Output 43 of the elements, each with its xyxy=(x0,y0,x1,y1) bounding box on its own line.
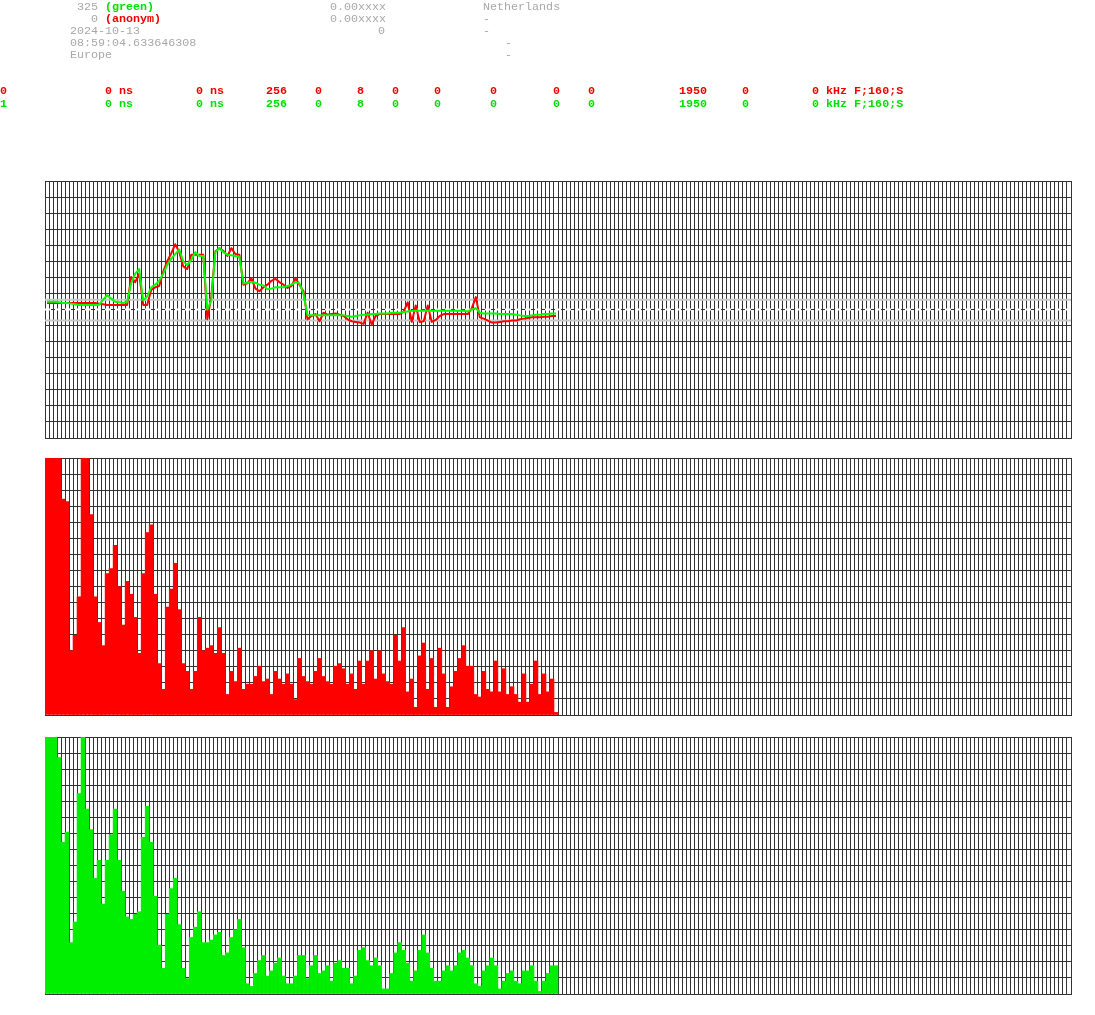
text: 0 xyxy=(588,84,596,98)
text: 0 xyxy=(0,84,8,98)
text: - xyxy=(483,24,491,38)
text: 1950 xyxy=(679,84,708,98)
text: (green) xyxy=(105,0,155,14)
text: 0.00xxxx xyxy=(330,0,387,14)
text: 0 xyxy=(315,97,323,111)
text: Netherlands xyxy=(483,0,561,14)
text: 8 xyxy=(357,84,365,98)
text: 0 ns xyxy=(196,84,225,98)
text: 325 xyxy=(77,0,99,14)
text: 0 xyxy=(588,97,596,111)
text: 1 xyxy=(0,97,8,111)
text: 1950 xyxy=(679,97,708,111)
text: 0 xyxy=(434,97,442,111)
text: Europe xyxy=(70,48,113,62)
text: - xyxy=(483,12,491,26)
text: 0 xyxy=(490,97,498,111)
text: 0 ns xyxy=(196,97,225,111)
text: 0 xyxy=(553,84,561,98)
text: 0 xyxy=(742,84,750,98)
text: (anonym) xyxy=(105,12,162,26)
text: 0 xyxy=(392,84,400,98)
text: 8 xyxy=(357,97,365,111)
text: 0.00xxxx xyxy=(330,12,387,26)
text: 0 kHz F;160;S xyxy=(812,84,904,98)
text: 08:59:04.633646308 xyxy=(70,36,197,50)
text: 2024-10-13 xyxy=(70,24,141,38)
text: 0 xyxy=(315,84,323,98)
text: 0 xyxy=(392,97,400,111)
text: 0 xyxy=(434,84,442,98)
text: 0 xyxy=(91,12,99,26)
text: 256 xyxy=(266,84,288,98)
text: 0 xyxy=(553,97,561,111)
text: - xyxy=(505,48,513,62)
text: 0 xyxy=(378,24,386,38)
text: 0 ns xyxy=(105,97,134,111)
text: 0 kHz F;160;S xyxy=(812,97,904,111)
text: 256 xyxy=(266,97,288,111)
text: - xyxy=(505,36,513,50)
text: 0 xyxy=(490,84,498,98)
text: 0 xyxy=(742,97,750,111)
text: 0 ns xyxy=(105,84,134,98)
